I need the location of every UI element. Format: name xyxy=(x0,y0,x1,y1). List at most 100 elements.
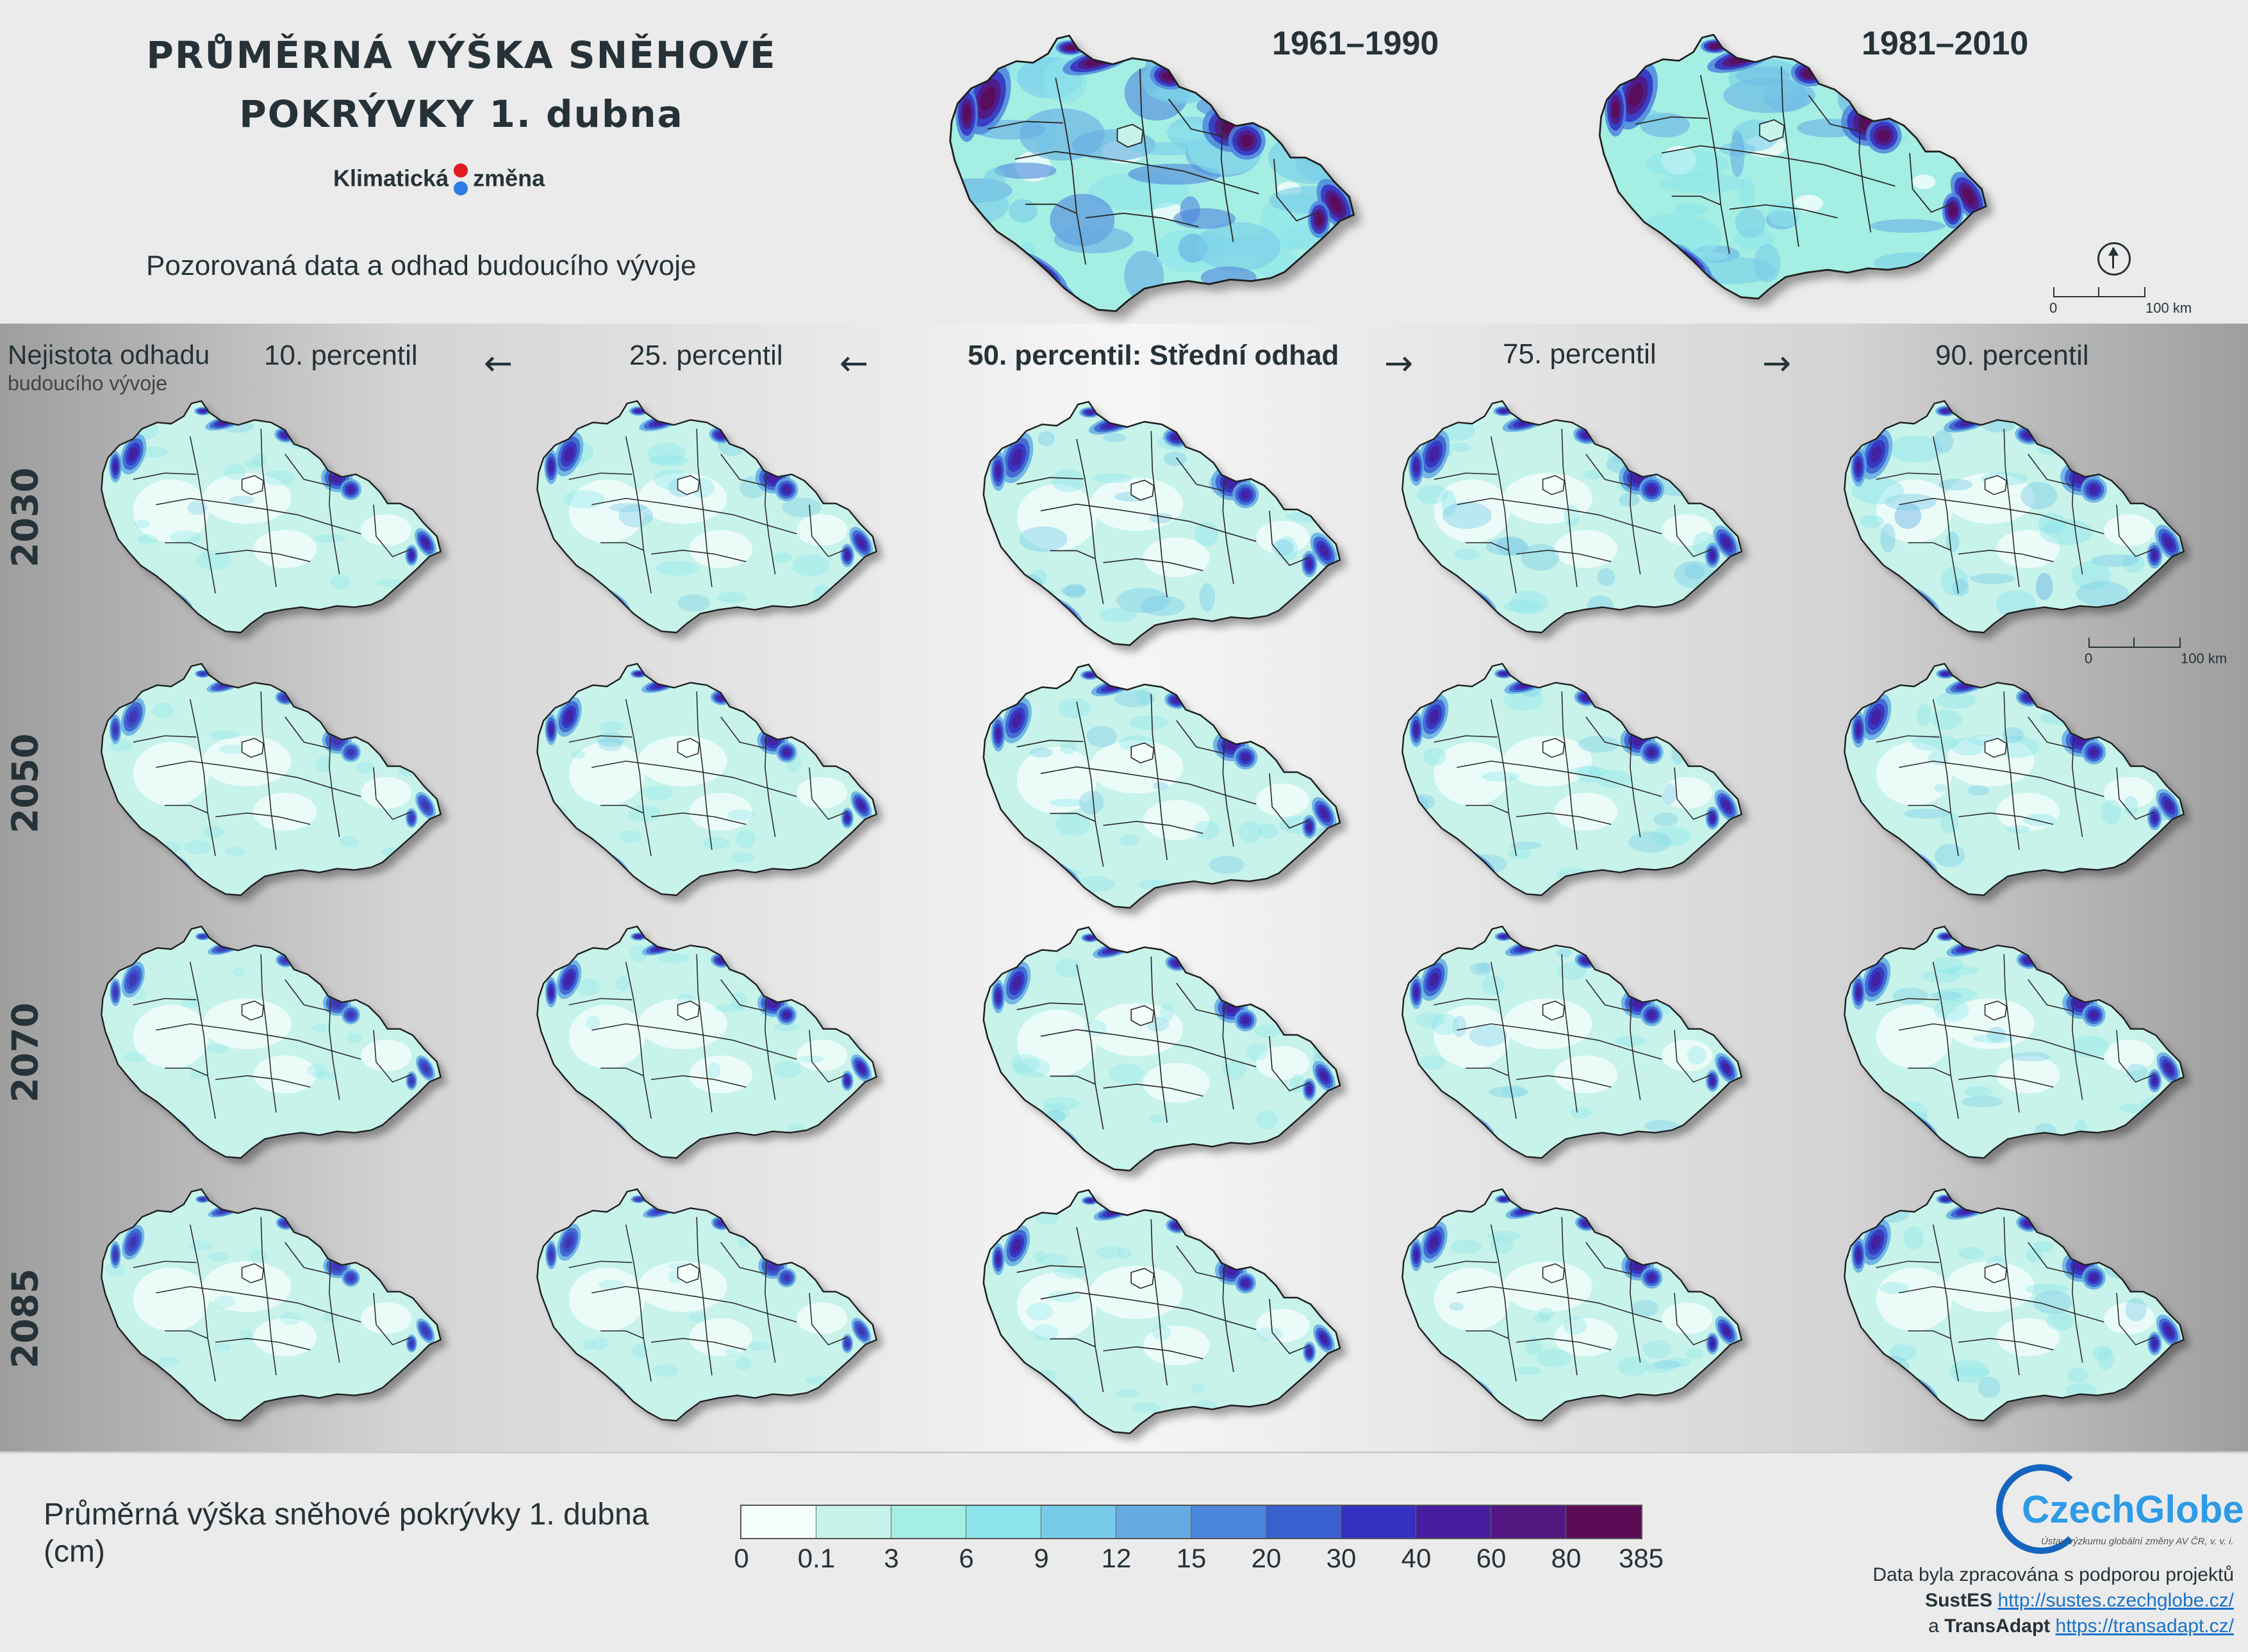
snow-patch xyxy=(1904,809,1950,819)
snow-patch xyxy=(1662,706,1694,724)
link-transadapt[interactable]: https://transadapt.cz/ xyxy=(2055,1615,2234,1637)
mountain-snow xyxy=(2163,536,2174,549)
region-border xyxy=(1150,956,1168,1123)
mountain-snow xyxy=(1648,1011,1656,1019)
mountain-snow xyxy=(845,551,850,559)
snow-patch xyxy=(1653,1360,1681,1369)
snow-patch xyxy=(225,847,245,856)
snow-patch xyxy=(1880,1382,1922,1400)
lowland-area xyxy=(1876,1268,1953,1331)
snow-patch xyxy=(1617,1356,1649,1376)
snow-patch xyxy=(105,1091,124,1103)
link-sustes[interactable]: http://sustes.czechglobe.cz/ xyxy=(1997,1590,2234,1611)
region-border xyxy=(720,979,767,1012)
mountain-snow xyxy=(422,1064,429,1073)
color-scale-cell xyxy=(741,1506,816,1538)
mountain-snow xyxy=(565,1235,574,1249)
mountain-snow xyxy=(996,990,1001,1002)
region-border xyxy=(1076,964,1104,1130)
snow-patch xyxy=(224,464,246,481)
region-border xyxy=(1729,204,1838,219)
snow-patch xyxy=(1116,588,1170,613)
snow-patch xyxy=(1933,430,1954,453)
region-border xyxy=(1457,1023,1662,1060)
lowland-area xyxy=(1946,473,2035,524)
snow-patch xyxy=(950,234,1001,286)
snow-patch xyxy=(1060,740,1077,755)
mountain-snow xyxy=(1428,445,1440,463)
mountain-snow xyxy=(1012,975,1022,991)
snow-patch xyxy=(280,1312,301,1325)
mountain-snow xyxy=(1319,1071,1328,1082)
snow-patch xyxy=(210,730,240,740)
snow-patch xyxy=(1658,174,1746,194)
prague-boundary xyxy=(1116,124,1144,148)
snow-patch xyxy=(540,805,568,818)
region-border xyxy=(600,1068,644,1077)
snow-patch xyxy=(1677,987,1715,996)
snow-patch xyxy=(1469,962,1493,975)
arrow-left-icon: ← xyxy=(484,343,513,383)
snow-patch xyxy=(552,684,570,693)
country-outline xyxy=(101,1188,442,1422)
snow-patch xyxy=(372,955,397,966)
mountain-snow xyxy=(347,1011,354,1018)
country-outline xyxy=(982,401,1341,646)
snow-patch xyxy=(1195,222,1281,272)
snow-patch xyxy=(1055,957,1081,979)
snow-patch xyxy=(996,561,1016,572)
arrow-right-icon: → xyxy=(1384,343,1414,383)
snow-patch xyxy=(811,693,825,702)
snow-patch xyxy=(950,185,1009,224)
map-2085-p75 xyxy=(1401,1188,1748,1427)
mountain-snow xyxy=(2152,814,2158,823)
snow-patch xyxy=(158,1357,180,1367)
snow-patch xyxy=(1892,987,1929,1005)
region-border xyxy=(165,542,208,551)
lowland-area xyxy=(1434,479,1510,543)
snow-patch xyxy=(730,852,755,863)
region-border xyxy=(651,1075,747,1088)
snow-patch xyxy=(1193,820,1219,839)
mountain-snow xyxy=(549,987,554,998)
snow-patch xyxy=(643,786,674,800)
snow-patch xyxy=(1556,962,1587,980)
snow-patch xyxy=(1128,163,1221,185)
mountain-snow xyxy=(995,464,1001,478)
lowland-area xyxy=(1996,793,2060,831)
snow-patch xyxy=(1562,1316,1587,1335)
lowland-area xyxy=(1016,747,1097,814)
mountain-snow xyxy=(1012,1239,1021,1253)
brand-dots-icon xyxy=(452,163,469,197)
snow-patch xyxy=(1222,1061,1246,1080)
mountain-snow xyxy=(635,409,642,413)
mountain-snow xyxy=(129,973,137,986)
snow-patch xyxy=(105,1262,126,1276)
snow-patch xyxy=(1868,848,1906,870)
region-border xyxy=(600,542,644,551)
snow-patch xyxy=(1628,831,1672,853)
region-border xyxy=(2116,504,2155,558)
snow-patch xyxy=(1459,1132,1498,1141)
mountain-snow xyxy=(1011,449,1023,467)
snow-patch xyxy=(1118,834,1139,847)
color-scale-label: 80 xyxy=(1551,1543,1582,1573)
snow-patch xyxy=(2101,799,2122,825)
region-border xyxy=(1671,195,1721,206)
lowland-area xyxy=(1089,477,1184,531)
snow-patch xyxy=(707,1062,721,1079)
snow-patch xyxy=(1935,844,1965,868)
snow-patch xyxy=(1953,119,1987,145)
mountain-snow xyxy=(113,1250,117,1260)
snow-patch xyxy=(306,1064,327,1077)
mountain-snow xyxy=(188,875,195,880)
snow-patch xyxy=(1109,1063,1143,1085)
snow-patch xyxy=(1284,999,1319,1014)
mountain-snow xyxy=(1329,195,1343,213)
lowland-area xyxy=(638,1261,727,1312)
region-border xyxy=(1674,1293,1713,1346)
mountain-snow xyxy=(1942,672,1949,676)
snow-patch xyxy=(415,1252,433,1264)
region-border xyxy=(1040,1028,1257,1068)
mountain-snow xyxy=(1414,460,1419,474)
